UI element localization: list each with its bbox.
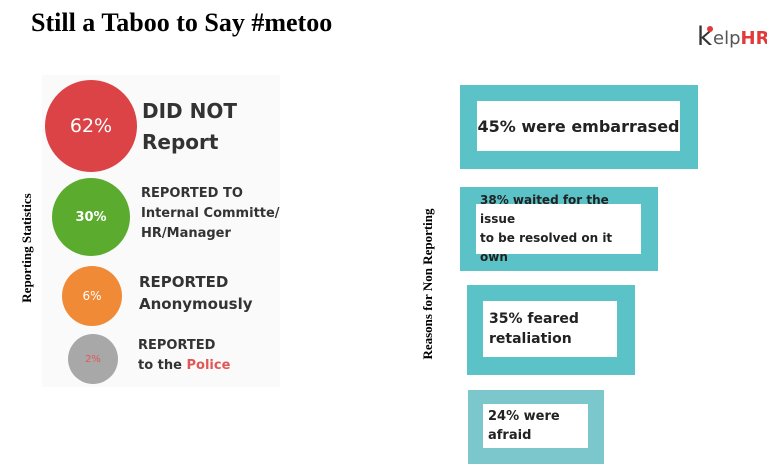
stat-circle-police: 2%	[68, 334, 118, 384]
reason-text: 38% waited for the issue	[480, 193, 609, 226]
logo-wordmark: elpHR	[713, 28, 767, 49]
reason-box-waited: 38% waited for the issue to be resolved …	[460, 187, 658, 271]
reason-text: afraid	[488, 428, 532, 443]
reason-text: retaliation	[489, 331, 572, 347]
reporting-statistics-label: Reporting Statistics	[19, 193, 34, 303]
stat-circle-anonymously: 6%	[62, 266, 122, 326]
stat-circle-internal-committee: 30%	[52, 178, 130, 256]
reason-box-embarrassed: 45% were embarrased	[460, 85, 698, 169]
reason-text: 24% were	[488, 409, 560, 424]
stat-label-police: REPORTED to the Police	[138, 338, 231, 373]
reason-text: 45% were embarrased	[477, 116, 680, 136]
reason-box-afraid: 24% were afraid	[468, 390, 604, 464]
stat-label-internal-committee: REPORTED TO Internal Committe/ HR/Manage…	[141, 186, 280, 241]
page-title: Still a Taboo to Say #metoo	[31, 8, 333, 37]
reason-box-retaliation: 35% feared retaliation	[467, 285, 635, 375]
reasons-non-reporting-label: Reasons for Non Reporting	[420, 208, 435, 360]
reason-text: to be resolved on it own	[480, 231, 613, 264]
stat-label-anonymously: REPORTED Anonymously	[139, 273, 253, 313]
stat-circle-did-not-report: 62%	[45, 80, 137, 172]
logo-dot-icon	[707, 26, 713, 32]
reason-text: 35% feared	[489, 311, 579, 327]
stat-label-did-not-report: DID NOT Report	[142, 99, 237, 154]
